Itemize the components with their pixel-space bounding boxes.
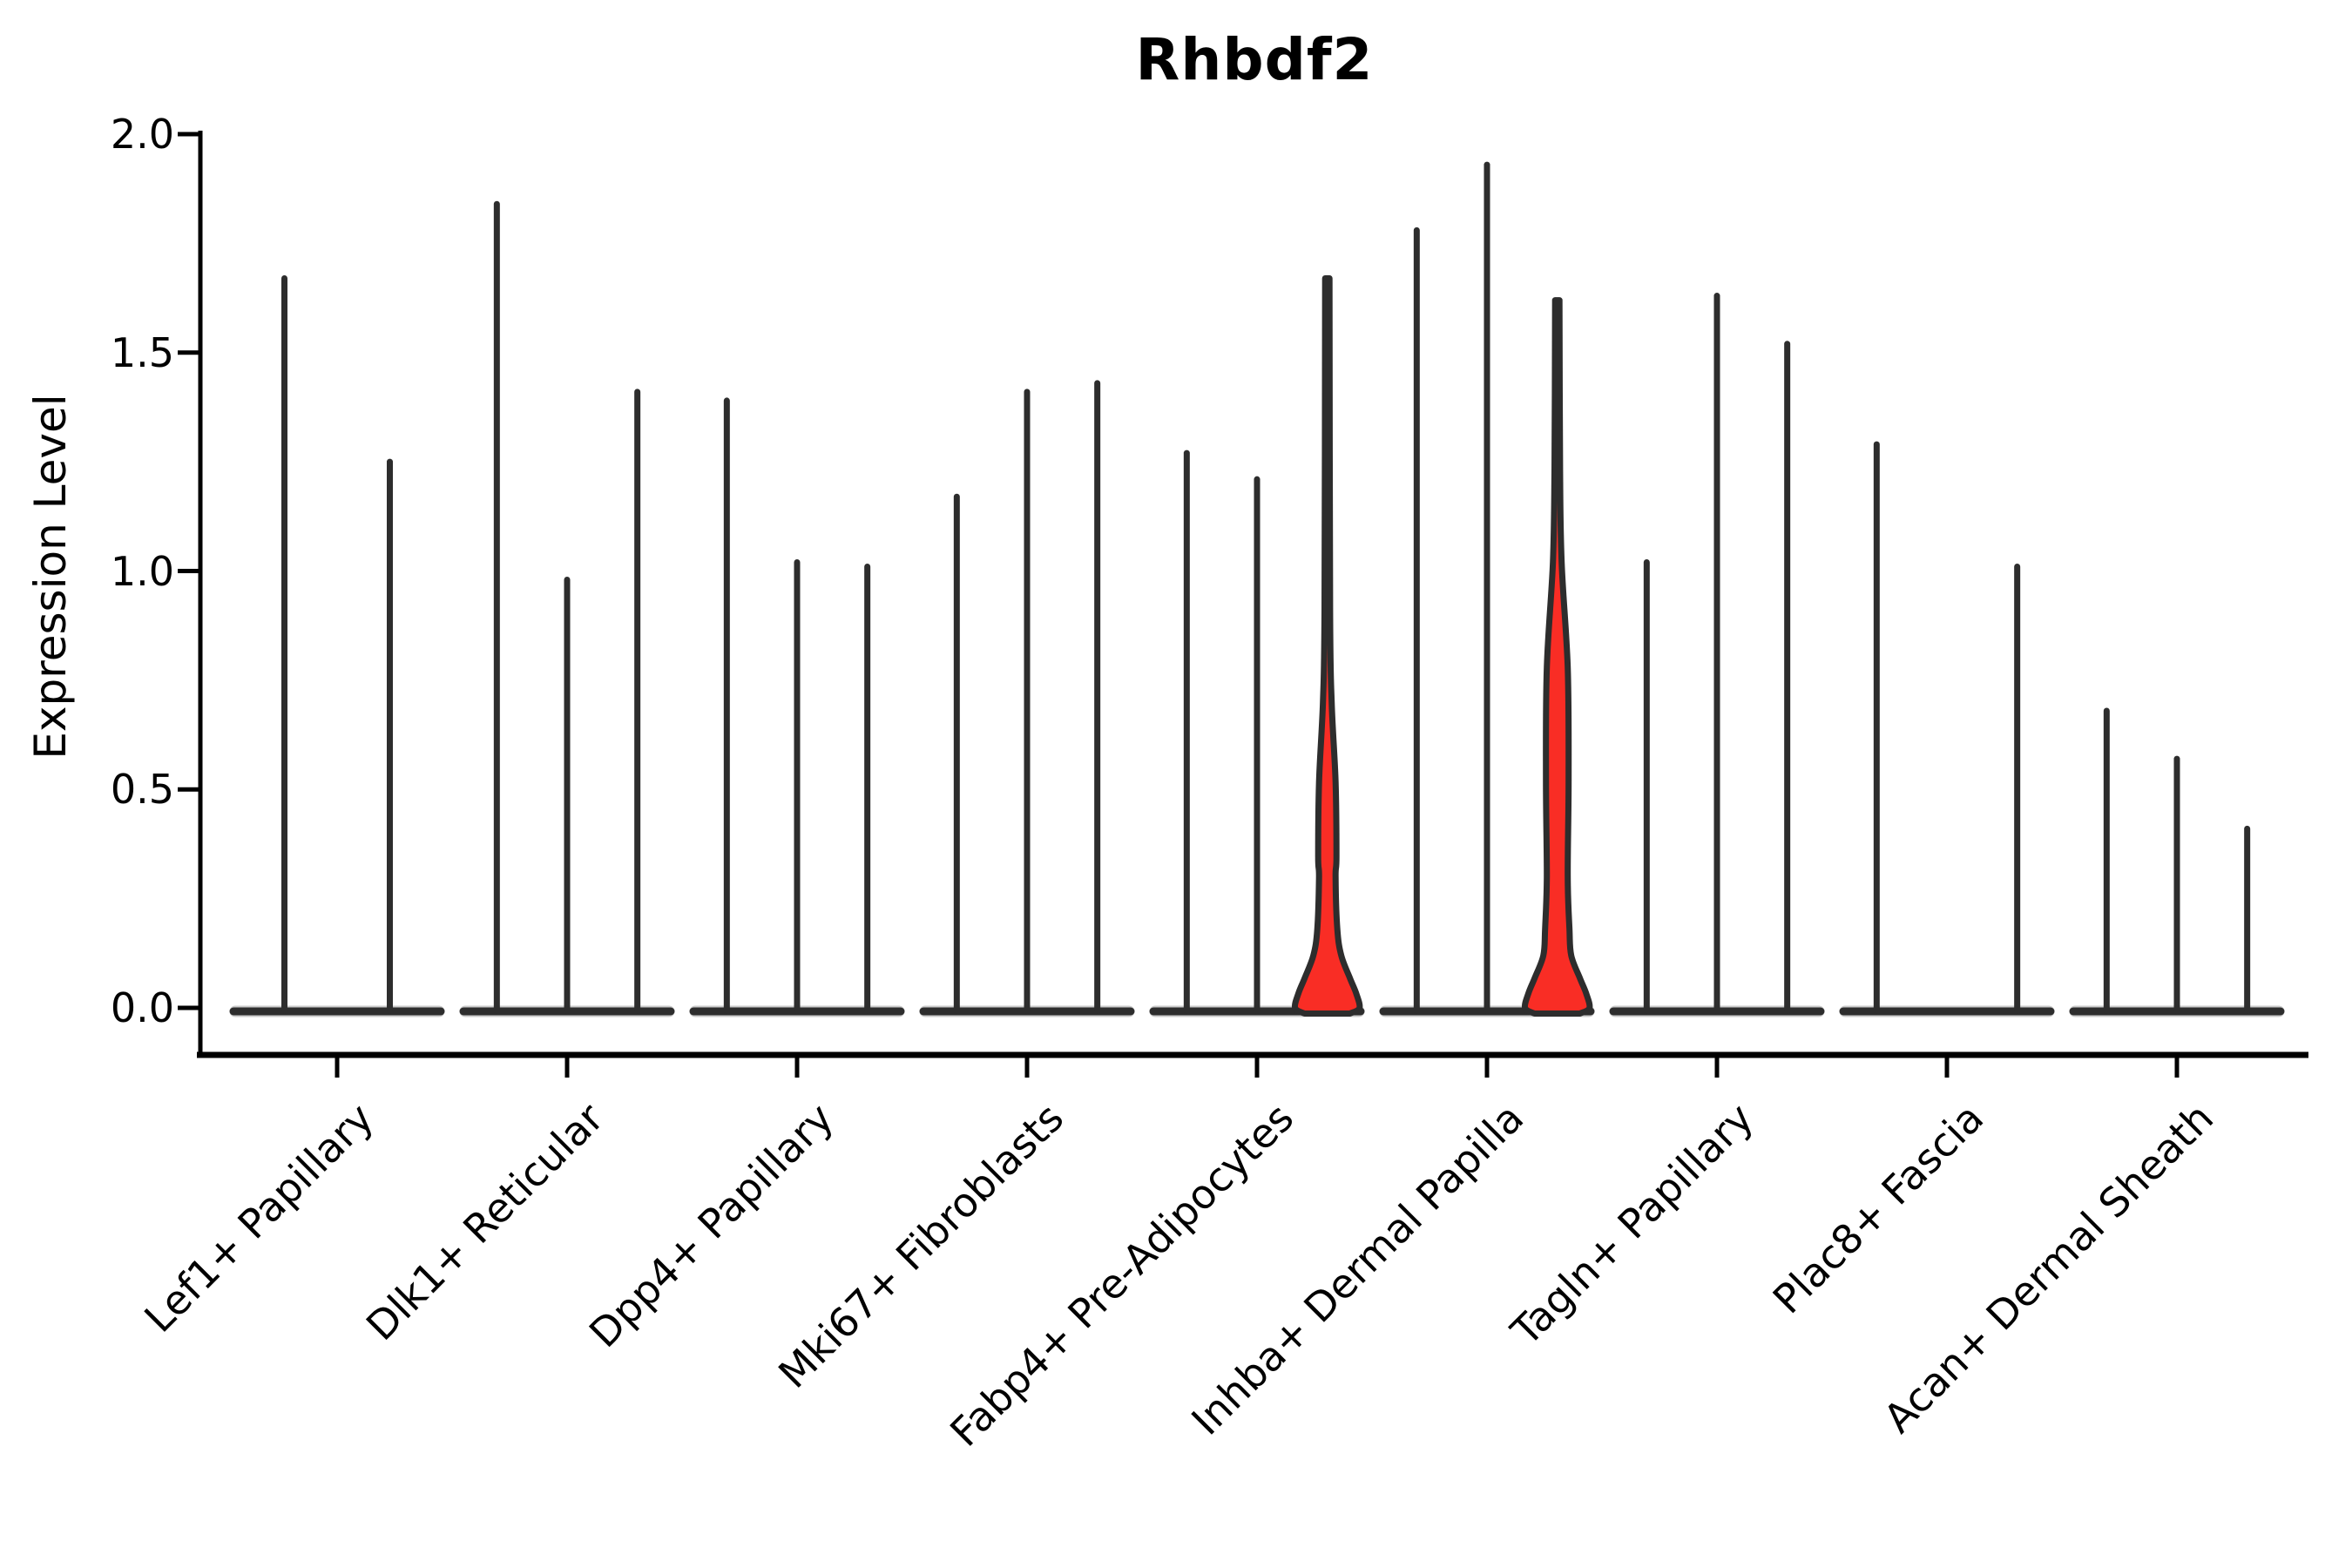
chart-title: Rhbdf2 [1135,26,1374,93]
y-tick-label-0.0: 0.0 [110,984,174,1031]
y-tick-label-1.5: 1.5 [110,329,174,376]
violin-highlighted [1291,275,1363,1017]
y-tick-label-0.5: 0.5 [110,766,174,813]
violin-highlighted [1521,297,1593,1017]
y-tick-label-1.0: 1.0 [110,548,174,595]
y-tick-label-2.0: 2.0 [110,111,174,158]
